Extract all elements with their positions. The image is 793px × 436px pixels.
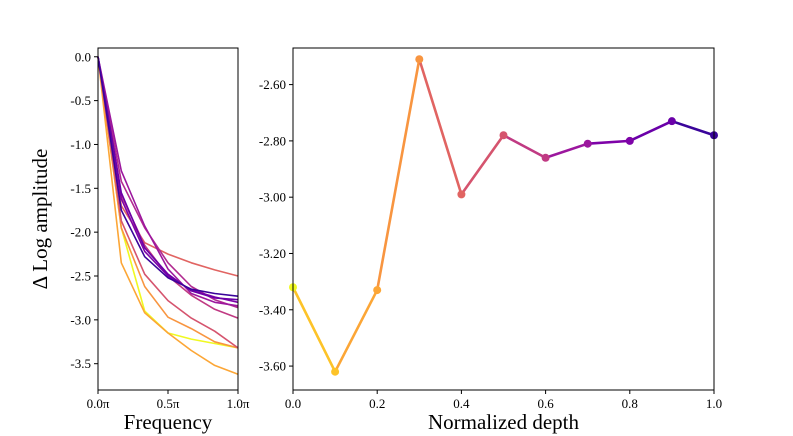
left-y-tick-label-7: -3.5 — [70, 356, 91, 371]
right-data-point-2 — [373, 286, 382, 295]
right-data-point-1 — [331, 367, 340, 376]
right-data-point-4 — [457, 190, 466, 199]
right-data-point-8 — [625, 136, 634, 145]
right-y-tick-label-2: -3.00 — [259, 190, 286, 205]
right-line-segment-8 — [628, 119, 674, 143]
right-x-tick-label-1: 0.2 — [369, 396, 385, 411]
right-plot-frame — [292, 47, 715, 391]
right-y-ticks: -2.60 -2.80 -3.00 -3.20 -3.40 -3.60 — [259, 77, 293, 374]
right-data-point-3 — [415, 55, 424, 64]
right-data-point-6 — [541, 153, 550, 162]
right-line-segment-3 — [417, 57, 463, 196]
left-y-tick-label-4: -2.0 — [70, 225, 91, 240]
left-series-lines — [97, 56, 239, 375]
left-series-line-2 — [97, 56, 239, 349]
right-panel-depth-plot: 0.0 0.2 0.4 0.6 0.8 1.0 -2.60-2.80-3.00-3.20-… — [259, 47, 722, 434]
right-y-tick-label-5: -3.60 — [259, 359, 286, 374]
right-y-tick-label-1: -2.80 — [259, 133, 286, 148]
left-x-tick-label-1: 0.5π — [157, 396, 180, 411]
left-series-line-1 — [97, 56, 239, 375]
left-x-tick-label-2: 1.0π — [227, 396, 250, 411]
right-y-tick-label-0: -2.60 — [259, 77, 286, 92]
left-y-tick-label-3: -1.5 — [70, 181, 91, 196]
right-line-segment-7 — [586, 139, 632, 146]
left-y-axis-label: Δ Log amplitude — [28, 149, 52, 290]
left-panel-frequency-plot: 0.0π 0.5π 1.0π 0.0 -0.5 -1.0 -1.5 -2.0 -2.5 -3.0… — [28, 47, 250, 434]
left-plot-frame — [97, 47, 239, 391]
right-x-tick-label-0: 0.0 — [285, 396, 301, 411]
right-data-point-7 — [583, 139, 592, 148]
right-x-tick-label-3: 0.6 — [537, 396, 554, 411]
right-x-tick-label-5: 1.0 — [706, 396, 722, 411]
right-line-segment-5 — [502, 133, 547, 160]
left-x-axis-label: Frequency — [124, 410, 213, 434]
left-series-line-10 — [97, 56, 239, 297]
left-y-tick-label-1: -0.5 — [70, 93, 91, 108]
left-series-line-7 — [97, 56, 239, 307]
right-data-point-5 — [499, 131, 508, 140]
left-y-tick-label-5: -2.5 — [70, 269, 91, 284]
left-y-tick-label-2: -1.0 — [70, 137, 91, 152]
right-line-segment-9 — [670, 119, 716, 137]
right-x-axis-label: Normalized depth — [428, 410, 580, 434]
left-series-line-4 — [97, 56, 239, 349]
right-line-segment-4 — [460, 133, 505, 196]
left-series-line-8 — [97, 56, 239, 304]
left-series-line-6 — [97, 56, 239, 309]
right-line-segment-0 — [291, 285, 337, 374]
right-y-tick-label-4: -3.40 — [259, 302, 286, 317]
left-x-ticks: 0.0π 0.5π 1.0π — [87, 390, 250, 411]
right-line-segment-2 — [375, 57, 421, 292]
right-series-points — [289, 55, 718, 376]
right-series-line — [291, 57, 716, 374]
right-line-segment-6 — [544, 142, 590, 160]
right-x-tick-label-2: 0.4 — [453, 396, 470, 411]
right-data-point-9 — [667, 117, 676, 126]
left-y-ticks: 0.0 -0.5 -1.0 -1.5 -2.0 -2.5 -3.0 -3.5 — [70, 49, 98, 371]
left-y-tick-label-6: -3.0 — [70, 312, 91, 327]
right-line-segment-1 — [333, 288, 379, 374]
left-x-tick-label-0: 0.0π — [87, 396, 110, 411]
right-x-tick-label-4: 0.8 — [622, 396, 638, 411]
left-y-tick-label-0: 0.0 — [75, 49, 91, 64]
right-x-ticks: 0.0 0.2 0.4 0.6 0.8 1.0 — [285, 390, 722, 411]
right-y-tick-label-3: -3.20 — [259, 246, 286, 261]
left-series-line-9 — [97, 56, 239, 301]
